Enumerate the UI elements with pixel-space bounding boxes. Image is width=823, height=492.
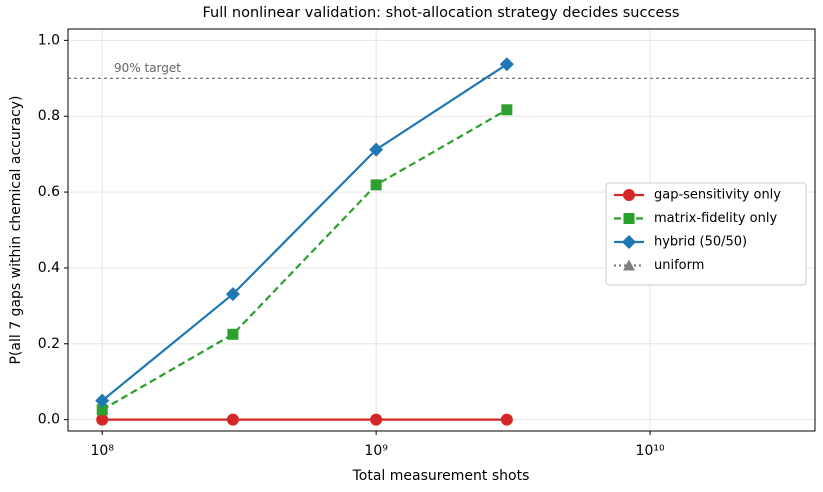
legend-box (605, 182, 807, 286)
legend-label: gap-sensitivity only (654, 188, 781, 203)
series-line (101, 63, 508, 402)
data-point (227, 328, 239, 340)
plot-frame (67, 28, 816, 432)
data-point (500, 413, 513, 426)
series-line (101, 108, 508, 411)
y-tick-label: 1.0 (38, 32, 60, 48)
reference-label: 90% target (114, 61, 181, 75)
data-point (226, 413, 239, 426)
legend-marker (622, 235, 636, 249)
legend-label: hybrid (50/50) (654, 235, 747, 250)
legend-label: uniform (654, 258, 704, 273)
x-tick-label: 10¹⁰ (636, 443, 665, 459)
y-tick-label: 0.4 (38, 260, 60, 276)
x-axis-label: Total measurement shots (352, 468, 530, 484)
legend-label: matrix-fidelity only (654, 211, 777, 226)
data-point (96, 404, 108, 416)
y-tick-label: 0.8 (38, 108, 60, 124)
y-tick-label: 0.0 (38, 412, 60, 428)
x-tick-label: 10⁸ (91, 443, 115, 459)
chart-title: Full nonlinear validation: shot-allocati… (203, 5, 680, 21)
data-point (501, 104, 513, 116)
data-point (96, 413, 109, 426)
data-point (95, 393, 110, 408)
data-point (499, 57, 514, 72)
legend-marker (623, 189, 635, 201)
y-axis-label: P(all 7 gaps within chemical accuracy) (8, 95, 24, 364)
legend-marker (623, 213, 635, 224)
data-point (225, 287, 240, 302)
data-point (370, 413, 383, 426)
data-point (369, 142, 384, 157)
x-tick-label: 10⁹ (364, 443, 388, 459)
y-tick-label: 0.2 (38, 336, 60, 352)
data-point (370, 179, 382, 191)
y-tick-label: 0.6 (38, 184, 60, 200)
legend-marker (623, 259, 635, 271)
